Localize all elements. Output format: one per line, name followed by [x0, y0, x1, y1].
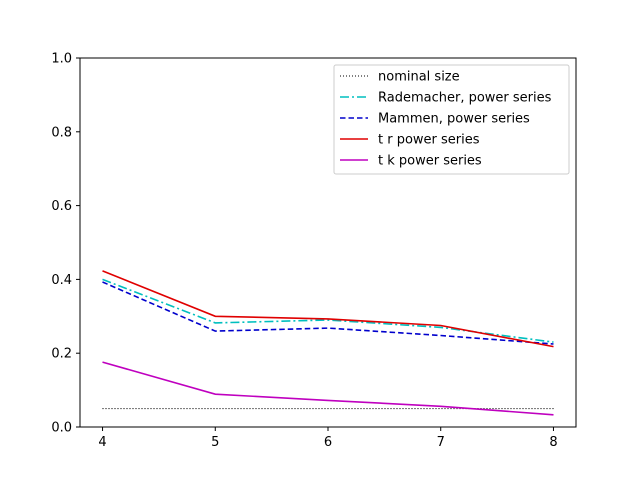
series-line-t-r-power-series — [102, 270, 554, 348]
legend-box — [333, 64, 570, 175]
legend-label: Mammen, power series — [378, 112, 530, 127]
y-tick-label: 0.8 — [51, 125, 72, 140]
y-tick-label: 0.2 — [51, 347, 72, 362]
x-tick-label: 7 — [437, 435, 445, 450]
y-tick-label: 0.4 — [51, 273, 72, 288]
series-line-rademacher-power-series — [102, 278, 554, 343]
x-axis: 4 5 6 7 8 — [98, 427, 558, 450]
series-line-t-k-power-series — [102, 361, 554, 416]
series-layer — [102, 270, 554, 416]
series-line-mammen-power-series — [102, 281, 554, 345]
x-tick-label: 6 — [324, 435, 332, 450]
legend: nominal size Rademacher, power series Mamm… — [333, 64, 570, 175]
legend-label: nominal size — [378, 70, 460, 85]
x-tick-label: 8 — [549, 435, 557, 450]
legend-label: t r power series — [378, 133, 480, 148]
y-tick-label: 0.6 — [51, 199, 72, 214]
y-tick-label: 1.0 — [51, 52, 72, 67]
legend-label: Rademacher, power series — [378, 91, 552, 106]
y-axis: 0.0 0.2 0.4 0.6 0.8 1.0 — [51, 52, 80, 436]
x-tick-label: 5 — [211, 435, 219, 450]
legend-label: t k power series — [378, 154, 482, 169]
x-tick-label: 4 — [98, 435, 106, 450]
y-tick-label: 0.0 — [51, 421, 72, 436]
